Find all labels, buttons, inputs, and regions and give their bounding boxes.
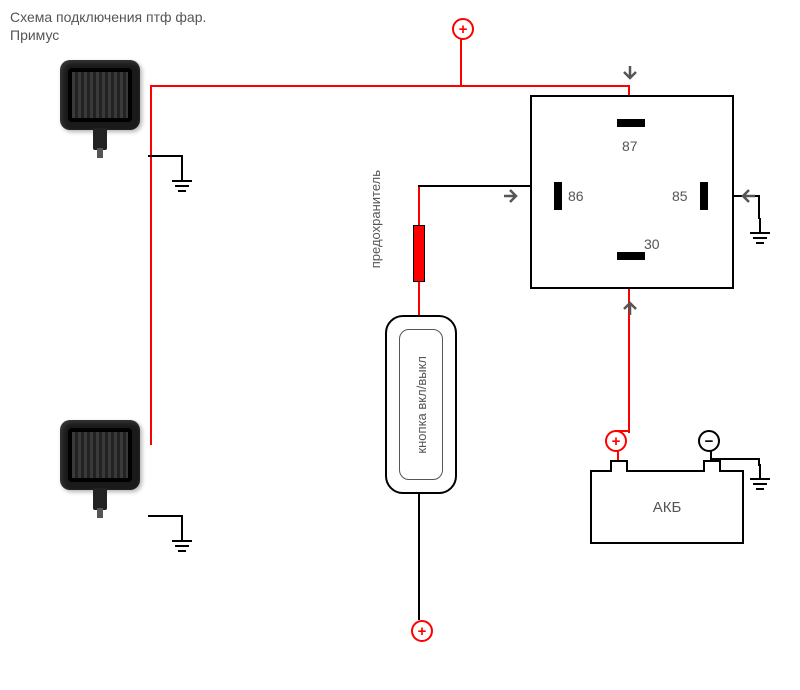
relay-box [530,95,734,289]
headlight-lens [68,428,132,482]
title-line2: Примус [10,27,59,43]
wire-signal [418,185,548,187]
battery-terminal-plus [610,460,628,472]
arrow-right-icon [500,184,524,208]
wire-power [150,85,152,445]
headlight-lens [68,68,132,122]
headlight-bolt [97,148,103,158]
wire-power [418,185,420,225]
relay-label-86: 86 [568,188,584,204]
headlight-housing [60,420,140,490]
switch-inner: кнопка вкл/выкл [399,329,443,480]
headlight-top [60,60,150,150]
wire-power [460,38,462,87]
headlight-bolt [97,508,103,518]
headlight-bottom [60,420,150,510]
headlight-housing [60,60,140,130]
fuse-label: предохранитель [368,170,383,268]
battery-terminal-minus [703,460,721,472]
relay-label-30: 30 [644,236,660,252]
wire-signal [418,490,420,620]
relay-label-85: 85 [672,188,688,204]
relay-pin-87 [617,119,645,127]
relay-pin-86 [554,182,562,210]
plus-icon: + [452,18,474,40]
plus-icon: + [411,620,433,642]
wire-signal [148,155,183,157]
wire-power [150,85,460,87]
switch-box: кнопка вкл/выкл [385,315,457,494]
fuse [413,225,425,282]
minus-icon: − [698,430,720,452]
title-line1: Схема подключения птф фар. [10,9,206,25]
arrow-up-icon [618,295,642,319]
battery-label: АКБ [653,499,682,516]
switch-label: кнопка вкл/выкл [414,356,429,454]
relay-pin-30 [617,252,645,260]
arrow-left-icon [735,184,759,208]
headlight-mount [93,128,107,150]
headlight-mount [93,488,107,510]
diagram-canvas: { "title": { "line1": "Схема подключения… [0,0,800,690]
wire-power [460,85,630,87]
arrow-down-icon [618,62,642,86]
relay-label-87: 87 [622,138,638,154]
plus-icon: + [605,430,627,452]
battery-box: АКБ [590,470,744,544]
wire-signal [148,515,183,517]
relay-pin-85 [700,182,708,210]
diagram-title: Схема подключения птф фар. Примус [10,8,206,44]
wire-power [418,280,420,315]
